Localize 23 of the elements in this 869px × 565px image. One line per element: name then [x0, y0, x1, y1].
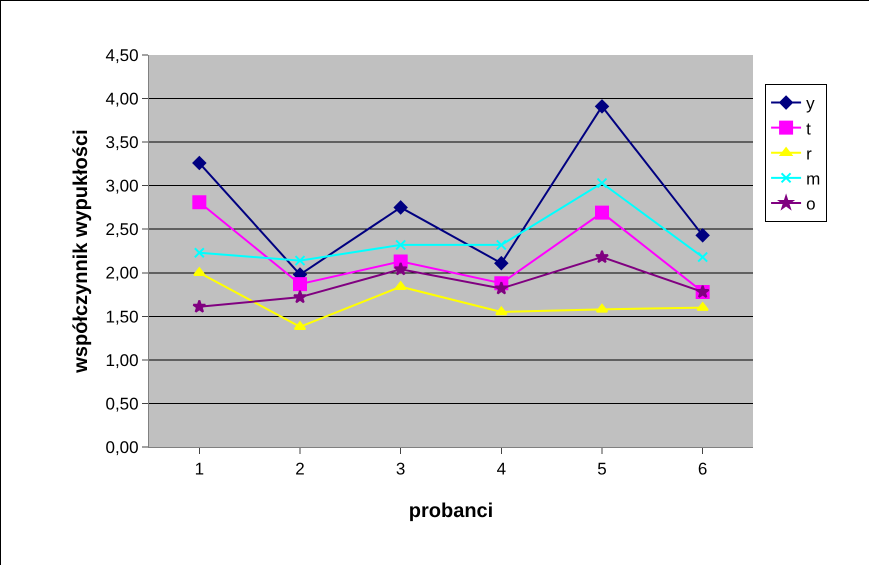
x-tick-label: 4	[496, 459, 506, 478]
x-tick-label: 2	[295, 459, 305, 478]
legend-label: t	[806, 119, 812, 138]
legend-label: y	[806, 94, 816, 114]
legend-label: r	[806, 144, 812, 164]
legend-label: o	[806, 194, 816, 214]
y-tick-label: 2,00	[106, 264, 139, 283]
x-tick-label: 5	[597, 459, 607, 478]
x-tick-label: 6	[698, 459, 708, 478]
y-tick-label: 1,50	[106, 307, 139, 326]
y-tick-label: 0,00	[106, 438, 139, 457]
y-axis-title: współczynnik wypukłości	[70, 129, 92, 374]
y-tick-label: 4,50	[106, 46, 139, 65]
y-tick-label: 3,00	[106, 176, 139, 196]
y-tick-label: 3,50	[106, 133, 139, 152]
x-axis-title: probanci	[408, 500, 494, 522]
y-tick-label: 2,50	[106, 220, 139, 240]
legend-label: m	[806, 169, 820, 188]
y-tick-label: 1,00	[106, 350, 139, 370]
x-tick-label: 1	[194, 459, 204, 478]
x-tick-label: 3	[396, 459, 406, 478]
y-tick-label: 0,50	[106, 394, 139, 414]
y-tick-label: 4,00	[106, 90, 139, 109]
